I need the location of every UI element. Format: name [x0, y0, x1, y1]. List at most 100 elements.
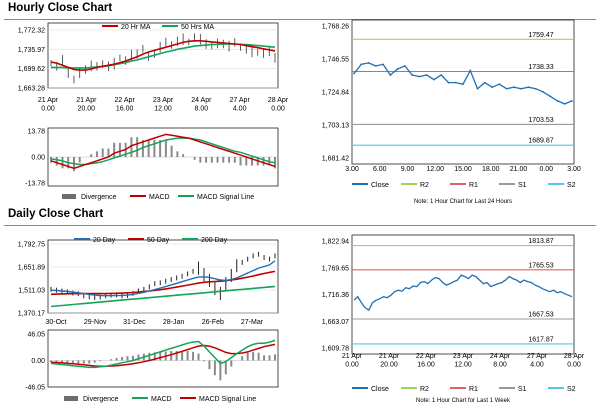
hourly-levels-close-point: [374, 65, 377, 67]
daily-levels-level-label-r1: 1765.53: [528, 262, 553, 269]
daily-legend-divergence-label: Divergence: [83, 396, 119, 403]
daily-levels-xtick: 22 Apr 16.00: [416, 353, 437, 369]
daily-levels-xtick: 21 Apr 0.00: [342, 353, 363, 369]
hourly-levels-level-label-s2: 1689.87: [528, 138, 553, 145]
hourly-price-ytick: 1,663.28: [18, 86, 45, 93]
hourly-levels-close-point: [440, 74, 443, 76]
daily-macd-line: [50, 339, 276, 369]
daily-levels-legend-s2-label: S2: [567, 386, 576, 393]
daily-price-ytick: 1,370.17: [18, 311, 45, 318]
hourly-levels-close-point: [491, 86, 493, 89]
hourly-levels-close-point: [353, 72, 355, 75]
hourly-legend-divergence-swatch: [62, 194, 76, 199]
hourly-levels-close-point: [389, 74, 392, 76]
hourly-levels-level-label-r2: 1759.47: [528, 32, 553, 39]
daily-levels-legend-r1-label: R1: [469, 386, 478, 393]
hourly-levels-note: Note: 1 Hour Chart for Last 24 Hours: [414, 199, 512, 205]
daily-levels-xtick: 23 Apr 12.00: [453, 353, 474, 369]
hourly-levels-ytick: 1,768.26: [322, 24, 349, 31]
hourly-levels-close-point: [418, 75, 421, 78]
daily-legend-divergence-swatch: [64, 396, 78, 401]
hourly-macd-line: [50, 133, 276, 170]
daily-levels-ytick: 1,663.07: [322, 319, 349, 326]
hourly-price-frame: [47, 22, 279, 89]
daily-levels-level-label-r2: 1813.87: [528, 238, 553, 245]
hourly-levels-close-point: [549, 95, 552, 98]
daily-levels-ytick: 1,769.65: [322, 265, 349, 272]
daily-divider: [4, 225, 596, 226]
hourly-levels-legend-r1-label: R1: [469, 182, 478, 189]
hourly-levels-ytick: 1,724.84: [322, 90, 349, 97]
hourly-levels-close-point: [382, 63, 384, 66]
hourly-levels-close-point: [447, 81, 450, 84]
hourly-levels-level-label-r1: 1738.33: [528, 64, 553, 71]
hourly-levels-xtick: 3.00: [567, 166, 581, 173]
daily-macd-frame: [47, 329, 279, 388]
daily-legend-20day-label: 20 Day: [93, 237, 116, 244]
hourly-price-ytick: 1,735.97: [18, 47, 45, 54]
hourly-legend-signal-label: MACD Signal Line: [197, 194, 254, 201]
hourly-levels-close-point: [556, 99, 559, 102]
daily-ma50-line: [50, 270, 276, 296]
daily-levels-ytick: 1,716.36: [322, 292, 349, 299]
hourly-price-xtick: 24 Apr 8.00: [191, 97, 212, 113]
daily-legend-50day-label: 50 Day: [147, 237, 170, 244]
daily-price-xtick: 27-Mar: [241, 319, 264, 326]
hourly-legend-ma50-label: 50 Hrs MA: [181, 24, 214, 31]
hourly-legend-divergence-label: Divergence: [81, 194, 117, 201]
hourly-levels-close-point: [476, 87, 479, 90]
hourly-levels-legend-close-label: Close: [371, 182, 389, 189]
hourly-price-xtick: 22 Apr 16.00: [115, 97, 136, 113]
hourly-levels-xtick: 6.00: [373, 166, 387, 173]
daily-levels-legend-r2-label: R2: [420, 386, 429, 393]
daily-levels-xtick: 28 Apr 0.00: [564, 353, 585, 369]
daily-section-title: Daily Close Chart: [8, 208, 104, 220]
hourly-levels-close-point: [425, 74, 428, 76]
daily-levels-level-label-s1: 1667.53: [528, 312, 553, 319]
hourly-levels-close-point: [527, 86, 530, 89]
daily-levels-xtick: 27 Apr 4.00: [527, 353, 548, 369]
daily-price-xtick: 30-Oct: [45, 319, 66, 326]
hourly-price-ytick: 1,772.32: [18, 28, 45, 35]
hourly-price-xtick: 28 Apr 0.00: [268, 97, 289, 113]
hourly-levels-xtick: 15.00: [454, 166, 472, 173]
hourly-levels-ytick: 1,703.13: [322, 123, 349, 130]
daily-legend-macd-label: MACD: [151, 396, 172, 403]
daily-levels-legend-close-label: Close: [371, 386, 389, 393]
hourly-macd-ytick: 13.78: [27, 129, 45, 136]
daily-legend-200day-label: 200 Day: [201, 237, 228, 244]
hourly-levels-close-point: [403, 65, 406, 67]
daily-levels-legend-s1-label: S1: [518, 386, 527, 393]
hourly-legend-ma20-label: 20 Hr MA: [121, 24, 151, 31]
hourly-levels-ytick: 1,681.42: [322, 156, 349, 163]
daily-levels-xtick: 24 Apr 8.00: [490, 353, 511, 369]
daily-ma200-line: [50, 285, 276, 308]
daily-price-xtick: 26-Feb: [202, 319, 224, 326]
hourly-levels-xtick: 0.00: [539, 166, 553, 173]
daily-levels-level-label-s2: 1617.87: [528, 336, 553, 343]
hourly-price-xtick: 21 Apr 0.00: [38, 97, 59, 113]
hourly-section-title: Hourly Close Chart: [8, 2, 113, 14]
hourly-levels-xtick: 12.00: [426, 166, 444, 173]
daily-macd-ytick: -46.05: [25, 385, 45, 392]
hourly-levels-close-point: [367, 61, 370, 64]
hourly-levels-close-point: [498, 83, 501, 86]
hourly-levels-xtick: 9.00: [401, 166, 415, 173]
hourly-levels-ytick: 1,746.55: [322, 57, 349, 64]
hourly-price-xtick: 21 Apr 20.00: [76, 97, 97, 113]
hourly-levels-level-label-s1: 1703.53: [528, 117, 553, 124]
daily-legend-signal-label: MACD Signal Line: [199, 396, 256, 403]
hourly-levels-close-point: [454, 81, 457, 84]
hourly-levels-close-point: [534, 87, 537, 90]
hourly-macd-ytick: -13.78: [25, 181, 45, 188]
daily-levels-ytick: 1,822.94: [322, 239, 349, 246]
hourly-levels-close-point: [462, 83, 464, 86]
daily-levels-frame: [351, 234, 575, 355]
daily-price-ytick: 1,792.75: [18, 242, 45, 249]
hourly-levels-xtick: 3.00: [345, 166, 359, 173]
hourly-levels-legend-s2-label: S2: [567, 182, 576, 189]
hourly-levels-xtick: 18.00: [482, 166, 500, 173]
daily-price-ytick: 1,651.89: [18, 265, 45, 272]
daily-levels-xtick: 21 Apr 20.00: [379, 353, 400, 369]
